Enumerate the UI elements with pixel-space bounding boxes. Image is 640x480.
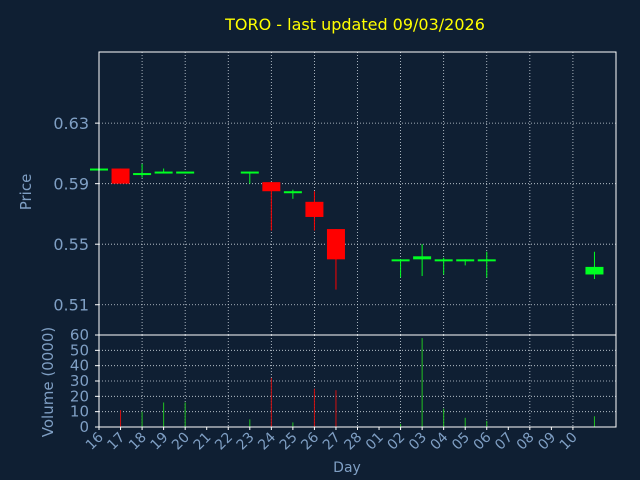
candle-body [240, 171, 259, 174]
volume-tick-label: 60 [70, 326, 89, 344]
candle-body [133, 173, 152, 176]
price-tick-label: 0.51 [53, 296, 89, 315]
candle-body [305, 201, 324, 217]
volume-panel-grid [99, 335, 616, 427]
candle-body [283, 191, 302, 194]
candle-body [176, 171, 195, 174]
candle-body [111, 168, 130, 184]
candle-body [262, 182, 281, 192]
price-axis-label: Price [17, 174, 35, 211]
volume-axis-label: Volume (0000) [39, 327, 57, 437]
volume-tick-label: 30 [70, 372, 89, 390]
volume-tick-label: 20 [70, 387, 89, 405]
candle-body [326, 229, 345, 260]
price-tick-label: 0.59 [53, 175, 89, 194]
candle-body [585, 266, 604, 275]
volume-tick-label: 0 [79, 418, 89, 436]
volume-tick-label: 40 [70, 357, 89, 375]
price-tick-label: 0.55 [53, 235, 89, 254]
candlestick-series [90, 163, 604, 290]
volume-series [120, 338, 595, 427]
candle-body [456, 259, 475, 262]
price-tick-label: 0.63 [53, 114, 89, 133]
x-axis-ticks: 1617181920212223242526272801020304050607… [83, 427, 581, 453]
candle-body [434, 259, 453, 262]
candle-body [391, 259, 410, 262]
candle-body [413, 256, 432, 260]
x-axis-label: Day [333, 460, 361, 476]
price-axis-ticks: 0.51 0.55 0.59 0.63 [53, 114, 99, 315]
volume-tick-label: 50 [70, 341, 89, 359]
chart-title: TORO - last updated 09/03/2026 [224, 15, 485, 34]
candle-body [477, 259, 496, 262]
candle-body [154, 171, 173, 174]
volume-tick-label: 10 [70, 403, 89, 421]
